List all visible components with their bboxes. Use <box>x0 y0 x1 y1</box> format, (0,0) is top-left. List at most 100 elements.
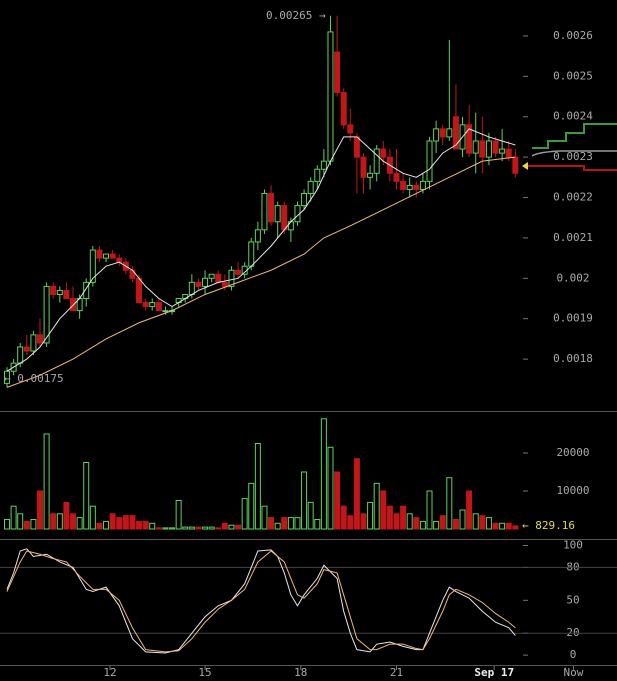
volume-bar <box>17 513 24 530</box>
volume-bar <box>327 446 334 530</box>
candle-body <box>380 148 387 158</box>
volume-bar <box>195 526 202 530</box>
volume-bar <box>37 490 44 530</box>
volume-bar <box>353 458 360 530</box>
volume-bar <box>182 526 189 530</box>
volume-bar <box>202 526 209 530</box>
candle-body <box>492 140 499 154</box>
volume-bar <box>169 527 176 530</box>
price-marker <box>522 162 528 170</box>
volume-bar <box>334 471 341 530</box>
volume-bar <box>162 527 169 530</box>
low-label: ← 0.00175 <box>4 372 64 385</box>
candle-body <box>89 249 96 283</box>
x-tick-label: Now <box>563 666 583 679</box>
candle-body <box>96 249 103 259</box>
y-tick-label: 0.0019 <box>553 312 593 325</box>
candle-body <box>274 205 281 223</box>
volume-bar <box>400 505 407 530</box>
volume-bar <box>499 522 506 530</box>
volume-bar <box>235 524 242 530</box>
y-tick-label: 0.0026 <box>553 29 593 42</box>
volume-bar <box>301 471 308 530</box>
volume-bar <box>96 522 103 530</box>
volume-bar <box>56 513 63 530</box>
candle-body <box>43 285 50 344</box>
volume-bar <box>340 505 347 530</box>
volume-bar <box>281 517 288 530</box>
x-tick-label: 12 <box>103 666 116 679</box>
volume-bar <box>274 522 281 530</box>
y-tick-label: 0 <box>570 648 577 661</box>
x-tick-label: 15 <box>198 666 211 679</box>
candle-body <box>235 269 242 275</box>
volume-bar <box>393 513 400 530</box>
x-tick-label: Sep 17 <box>474 666 514 679</box>
candle-body <box>109 253 116 259</box>
volume-bar <box>492 522 499 530</box>
volume-bar <box>294 517 301 530</box>
volume-bar <box>30 519 37 530</box>
candle-body <box>149 302 156 308</box>
volume-bar <box>63 501 70 530</box>
candle-body <box>17 346 24 364</box>
candle-body <box>347 124 354 134</box>
volume-bar <box>419 520 426 530</box>
candle-body <box>287 221 294 231</box>
volume-bar <box>109 513 116 530</box>
candle-body <box>472 140 479 154</box>
volume-bar <box>268 517 275 530</box>
volume-bar <box>485 517 492 530</box>
volume-bar <box>287 517 294 530</box>
candle-body <box>314 168 321 182</box>
candle-body <box>479 140 486 158</box>
indicator-line <box>6 550 516 653</box>
volume-bar <box>512 525 519 530</box>
volume-bar <box>446 477 453 530</box>
volume-bar <box>307 501 314 530</box>
candle-body <box>433 128 440 142</box>
y-tick-label: 100 <box>563 538 583 551</box>
candle-body <box>505 148 512 158</box>
volume-bar <box>452 519 459 530</box>
y-tick-label: 0.0025 <box>553 69 593 82</box>
candle-body <box>426 140 433 182</box>
volume-bar <box>221 522 228 530</box>
volume-bar <box>129 515 136 530</box>
volume-label: ← 829.16 <box>522 519 575 532</box>
volume-bar <box>188 526 195 530</box>
candle-body <box>129 269 136 279</box>
candle-body <box>485 140 492 158</box>
y-tick-label: 0.0024 <box>553 110 593 123</box>
indicator-line <box>6 548 516 654</box>
volume-bar <box>116 517 123 530</box>
high-label: 0.00265 → <box>266 9 326 22</box>
candle-body <box>155 302 162 312</box>
mid-depth <box>531 150 617 157</box>
volume-bar <box>103 520 110 530</box>
volume-bar <box>367 501 374 530</box>
x-tick-label: 18 <box>294 666 307 679</box>
candle-body <box>281 205 288 231</box>
candle-body <box>208 273 215 279</box>
volume-bar <box>50 513 57 530</box>
y-tick-label: 0.0018 <box>553 352 593 365</box>
candle-body <box>466 124 473 154</box>
volume-bar <box>433 520 440 530</box>
volume-bar <box>89 505 96 530</box>
volume-bar <box>76 517 83 530</box>
y-tick-label: 0.0023 <box>553 150 593 163</box>
candle-body <box>320 160 327 170</box>
candle-body <box>103 253 110 259</box>
volume-bar <box>254 443 261 530</box>
volume-bar <box>248 482 255 530</box>
candle-body <box>439 128 446 138</box>
volume-bar <box>459 509 466 530</box>
candle-body <box>452 116 459 150</box>
candle-body <box>23 346 30 352</box>
volume-bar <box>43 433 50 530</box>
volume-bar <box>314 519 321 530</box>
y-tick-label: 0.002 <box>556 271 589 284</box>
candle-body <box>334 51 341 94</box>
